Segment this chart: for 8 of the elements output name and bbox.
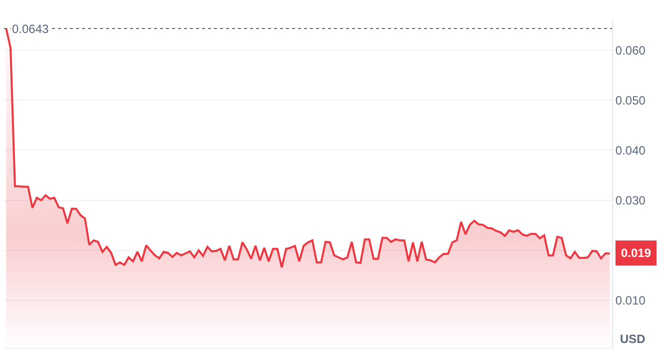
y-tick-label: 0.060 [615, 43, 646, 58]
text: USD [620, 332, 646, 346]
y-tick-label: 0.030 [615, 193, 646, 208]
y-tick-label: 0.040 [615, 143, 646, 158]
text: 0.019 [621, 246, 652, 260]
y-tick-label: 0.050 [615, 93, 646, 108]
y-tick-label: 0.010 [615, 294, 646, 308]
ref-line-label: 0.0643 [12, 22, 50, 36]
